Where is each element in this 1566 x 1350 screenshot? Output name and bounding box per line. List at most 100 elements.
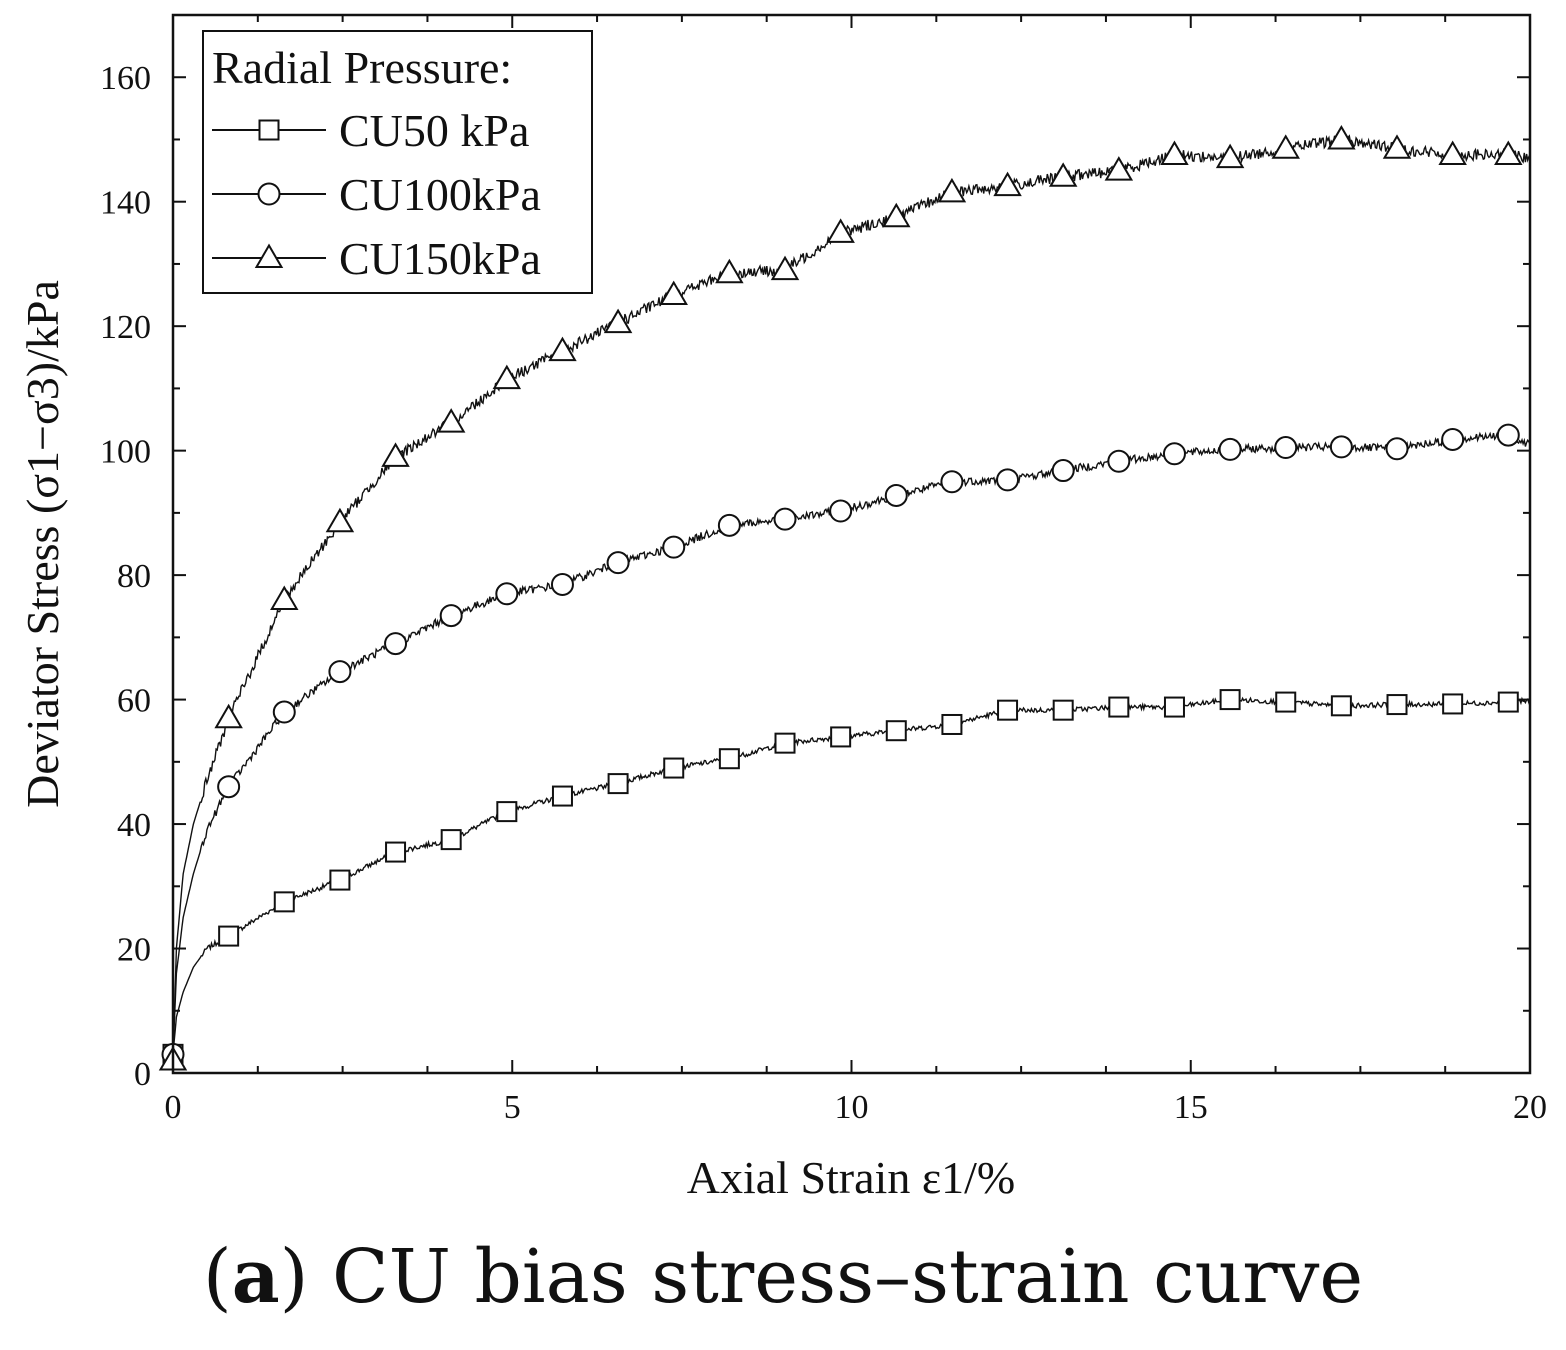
data-point (1497, 691, 1519, 713)
data-point (1330, 695, 1352, 717)
data-point (829, 499, 853, 523)
x-tick-label: 10 (835, 1089, 869, 1126)
data-point (440, 829, 462, 851)
data-point (1496, 423, 1520, 447)
data-point (662, 535, 686, 559)
y-tick-label: 140 (100, 185, 151, 222)
data-point (325, 507, 355, 533)
data-point (1107, 449, 1131, 473)
data-point (1275, 691, 1297, 713)
legend-marker (254, 243, 284, 268)
data-point (328, 660, 352, 684)
data-point (217, 775, 241, 799)
data-point (492, 364, 522, 390)
data-point (993, 171, 1022, 197)
legend-marker (258, 119, 280, 141)
data-point (659, 280, 688, 306)
legend-title: Radial Pressure: (212, 42, 512, 93)
data-point (937, 177, 967, 203)
data-point (436, 408, 466, 433)
data-point (1438, 140, 1467, 166)
series-cu50kpa (162, 689, 1531, 1065)
data-point (770, 255, 800, 281)
data-point (548, 336, 577, 362)
data-point (270, 585, 299, 611)
series-line (172, 696, 1531, 1055)
data-point (607, 773, 629, 795)
data-point (606, 551, 630, 575)
y-tick-label: 0 (134, 1056, 151, 1093)
data-point (1162, 442, 1186, 466)
y-tick-label: 20 (117, 932, 151, 969)
data-point (717, 513, 741, 537)
data-point (1052, 699, 1074, 721)
data-point (1385, 437, 1409, 461)
data-point (826, 218, 855, 243)
series-cu100kpa (161, 423, 1531, 1066)
data-point (1219, 689, 1241, 711)
data-point (1218, 437, 1242, 461)
legend-label: CU150kPa (339, 233, 541, 284)
data-point (439, 604, 463, 628)
data-point (663, 757, 685, 779)
data-point (1051, 459, 1075, 483)
data-point (997, 699, 1019, 721)
figure-caption: (a) CU bias stress–strain curve (202, 1234, 1364, 1320)
data-point (882, 202, 911, 228)
data-point (1104, 156, 1134, 181)
data-point (273, 891, 295, 913)
data-point (550, 572, 574, 596)
y-tick-label: 40 (117, 807, 151, 844)
axes: 0 5 10 15 20 0 20 40 60 80 100 120 140 160 (100, 14, 1547, 1126)
data-point (718, 748, 740, 770)
x-tick-label: 20 (1513, 1089, 1547, 1126)
data-point (1494, 140, 1523, 166)
data-point (885, 720, 907, 742)
data-point (496, 801, 518, 823)
data-point (495, 582, 519, 606)
series-cu150kpa (158, 124, 1531, 1071)
data-point (1271, 134, 1300, 159)
data-point (774, 732, 796, 754)
data-point (1215, 143, 1245, 169)
data-point (940, 470, 964, 494)
y-tick-label: 160 (100, 60, 151, 97)
data-point (1160, 140, 1189, 166)
x-tick-label: 0 (165, 1089, 182, 1126)
data-point (773, 507, 797, 531)
data-point (272, 700, 296, 724)
data-point (1441, 427, 1465, 451)
y-tick-label: 100 (100, 434, 151, 471)
data-point (1442, 693, 1464, 715)
data-point (381, 442, 410, 467)
data-point (1329, 435, 1353, 459)
data-point (1382, 134, 1412, 159)
data-point (830, 726, 852, 748)
data-point (1163, 696, 1185, 718)
data-point (996, 468, 1020, 492)
y-axis-title: Deviator Stress (σ1−σ3)/kPa (17, 280, 68, 808)
caption-text: CU bias stress–strain curve (332, 1234, 1364, 1320)
x-axis-title: Axial Strain ε1/% (687, 1152, 1016, 1203)
data-point (1274, 436, 1298, 460)
data-point (715, 258, 744, 284)
y-tick-label: 60 (117, 683, 151, 720)
y-tick-label: 120 (100, 309, 151, 346)
caption-letter: a (231, 1234, 280, 1320)
legend-marker (257, 182, 281, 206)
x-tick-label: 5 (504, 1089, 521, 1126)
legend-label: CU100kPa (339, 169, 541, 220)
plot-area (158, 124, 1531, 1071)
x-tick-label: 15 (1174, 1089, 1208, 1126)
data-point (1327, 124, 1356, 150)
data-point (329, 869, 351, 891)
data-point (218, 925, 240, 947)
chart: 0 5 10 15 20 0 20 40 60 80 100 120 140 160 Axial Stra… (17, 13, 1547, 1203)
data-point (603, 308, 633, 334)
legend-label: CU50 kPa (339, 105, 529, 156)
data-point (1048, 162, 1078, 187)
data-point (214, 703, 243, 729)
data-point (384, 632, 408, 656)
data-point (385, 841, 407, 863)
series-line (172, 430, 1531, 1055)
